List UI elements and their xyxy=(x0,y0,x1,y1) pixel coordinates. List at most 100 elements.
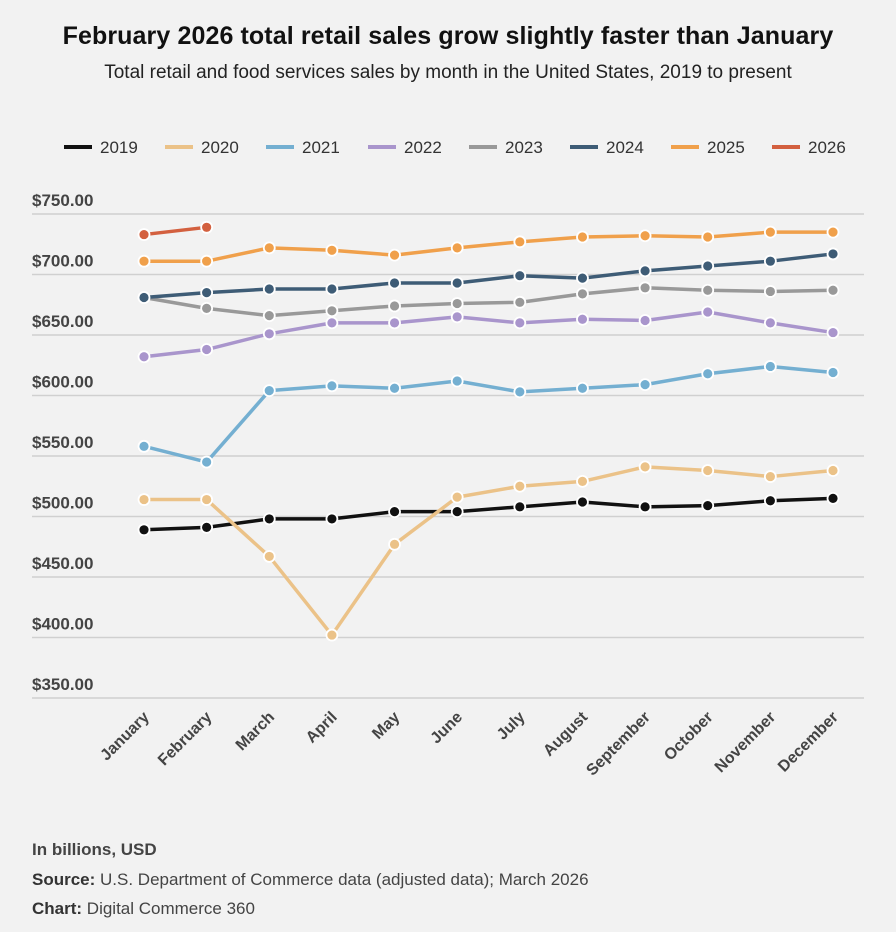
data-point-2021-february xyxy=(200,455,214,469)
chart-title: February 2026 total retail sales grow sl… xyxy=(62,22,834,50)
data-point-2022-august xyxy=(576,312,589,326)
data-point-2019-september xyxy=(638,500,652,514)
y-tick-label: $700.00 xyxy=(32,252,93,271)
data-point-2024-july xyxy=(513,269,527,283)
data-point-2019-december xyxy=(826,491,840,505)
data-point-2024-august xyxy=(576,271,589,285)
data-point-2020-february xyxy=(200,493,214,506)
legend-label: 2022 xyxy=(404,138,442,157)
legend-label: 2025 xyxy=(707,138,745,157)
legend-label: 2019 xyxy=(100,138,138,157)
data-point-2024-june xyxy=(450,276,464,290)
data-point-2019-april xyxy=(325,512,339,526)
series-2022 xyxy=(137,305,840,364)
source-label: Source: xyxy=(32,870,96,889)
data-point-2020-march xyxy=(262,550,276,563)
data-point-2019-march xyxy=(262,512,276,526)
data-point-2020-september xyxy=(638,460,652,474)
source-text: U.S. Department of Commerce data (adjust… xyxy=(95,870,589,889)
data-point-2021-may xyxy=(388,381,401,395)
legend-label: 2026 xyxy=(808,138,846,157)
series-line-2020 xyxy=(142,465,835,637)
series-line-2023 xyxy=(142,286,835,318)
data-point-2023-september xyxy=(638,281,652,295)
data-point-2026-january xyxy=(137,228,151,241)
data-point-2019-august xyxy=(576,495,589,509)
data-point-2025-october xyxy=(701,230,715,244)
legend-item-2026: 2026 xyxy=(772,138,846,157)
data-point-2021-october xyxy=(701,367,715,381)
data-point-2025-february xyxy=(200,254,214,268)
data-point-2023-february xyxy=(200,301,214,315)
data-point-2021-august xyxy=(576,381,589,395)
data-point-2025-march xyxy=(262,241,276,255)
x-tick-label: October xyxy=(661,709,716,764)
legend-item-2022: 2022 xyxy=(368,138,442,157)
x-tick-label: August xyxy=(540,708,591,759)
y-tick-label: $400.00 xyxy=(32,615,93,634)
series-line-2022 xyxy=(142,310,835,359)
data-point-2023-august xyxy=(576,287,589,301)
data-point-2025-july xyxy=(513,235,527,249)
y-tick-label: $500.00 xyxy=(32,494,93,513)
data-point-2020-october xyxy=(701,464,715,477)
data-point-2019-october xyxy=(701,499,715,513)
data-point-2019-may xyxy=(388,505,401,519)
x-tick-label: March xyxy=(233,709,278,754)
data-point-2020-june xyxy=(450,490,464,504)
data-point-2024-march xyxy=(262,282,276,296)
data-point-2025-june xyxy=(450,241,464,255)
data-point-2022-may xyxy=(388,316,401,330)
data-point-2022-november xyxy=(763,316,777,330)
data-point-2023-december xyxy=(826,283,840,297)
y-tick-label: $750.00 xyxy=(32,191,93,210)
legend-label: 2023 xyxy=(505,138,543,157)
data-point-2025-september xyxy=(638,229,652,243)
x-tick-label: November xyxy=(712,709,779,776)
legend-item-2024: 2024 xyxy=(570,138,644,157)
series-line-2024 xyxy=(142,252,835,300)
data-point-2021-april xyxy=(325,379,339,393)
legend-label: 2020 xyxy=(201,138,239,157)
data-point-2019-january xyxy=(137,523,151,537)
data-point-2025-may xyxy=(388,248,401,262)
data-point-2023-july xyxy=(513,295,527,309)
data-point-2021-november xyxy=(763,360,777,373)
data-point-2021-july xyxy=(513,385,527,399)
data-point-2023-june xyxy=(450,297,464,310)
data-point-2026-february xyxy=(200,220,214,234)
data-point-2019-june xyxy=(450,505,464,519)
data-point-2025-december xyxy=(826,225,840,239)
legend-label: 2024 xyxy=(606,138,644,157)
series-line-2019 xyxy=(142,496,835,532)
data-point-2024-september xyxy=(638,264,652,278)
y-tick-label: $550.00 xyxy=(32,433,93,452)
data-point-2024-april xyxy=(325,282,339,296)
legend-item-2020: 2020 xyxy=(165,138,239,157)
data-point-2025-november xyxy=(763,225,777,239)
data-point-2023-march xyxy=(262,309,276,323)
y-tick-label: $650.00 xyxy=(32,312,93,331)
data-point-2021-january xyxy=(137,439,151,453)
data-point-2021-december xyxy=(826,366,840,379)
x-tick-label: September xyxy=(583,709,654,780)
series-2026 xyxy=(137,220,214,241)
x-tick-label: June xyxy=(428,709,466,747)
legend-item-2023: 2023 xyxy=(469,138,543,157)
data-point-2022-january xyxy=(137,350,151,364)
y-tick-label: $350.00 xyxy=(32,675,93,694)
data-point-2021-march xyxy=(262,384,276,398)
data-point-2022-december xyxy=(826,326,840,339)
data-point-2024-december xyxy=(826,247,840,261)
unit-note: In billions, USD xyxy=(32,840,157,859)
series-line-2026 xyxy=(142,225,209,237)
data-point-2023-november xyxy=(763,285,777,298)
legend-label: 2021 xyxy=(302,138,340,157)
data-point-2025-january xyxy=(137,254,151,268)
data-point-2022-september xyxy=(638,314,652,327)
legend-item-2019: 2019 xyxy=(64,138,138,157)
data-point-2020-july xyxy=(513,479,527,493)
series-2020 xyxy=(137,460,840,642)
credit-note: Chart: Digital Commerce 360 xyxy=(32,899,255,919)
data-point-2020-december xyxy=(826,464,840,477)
